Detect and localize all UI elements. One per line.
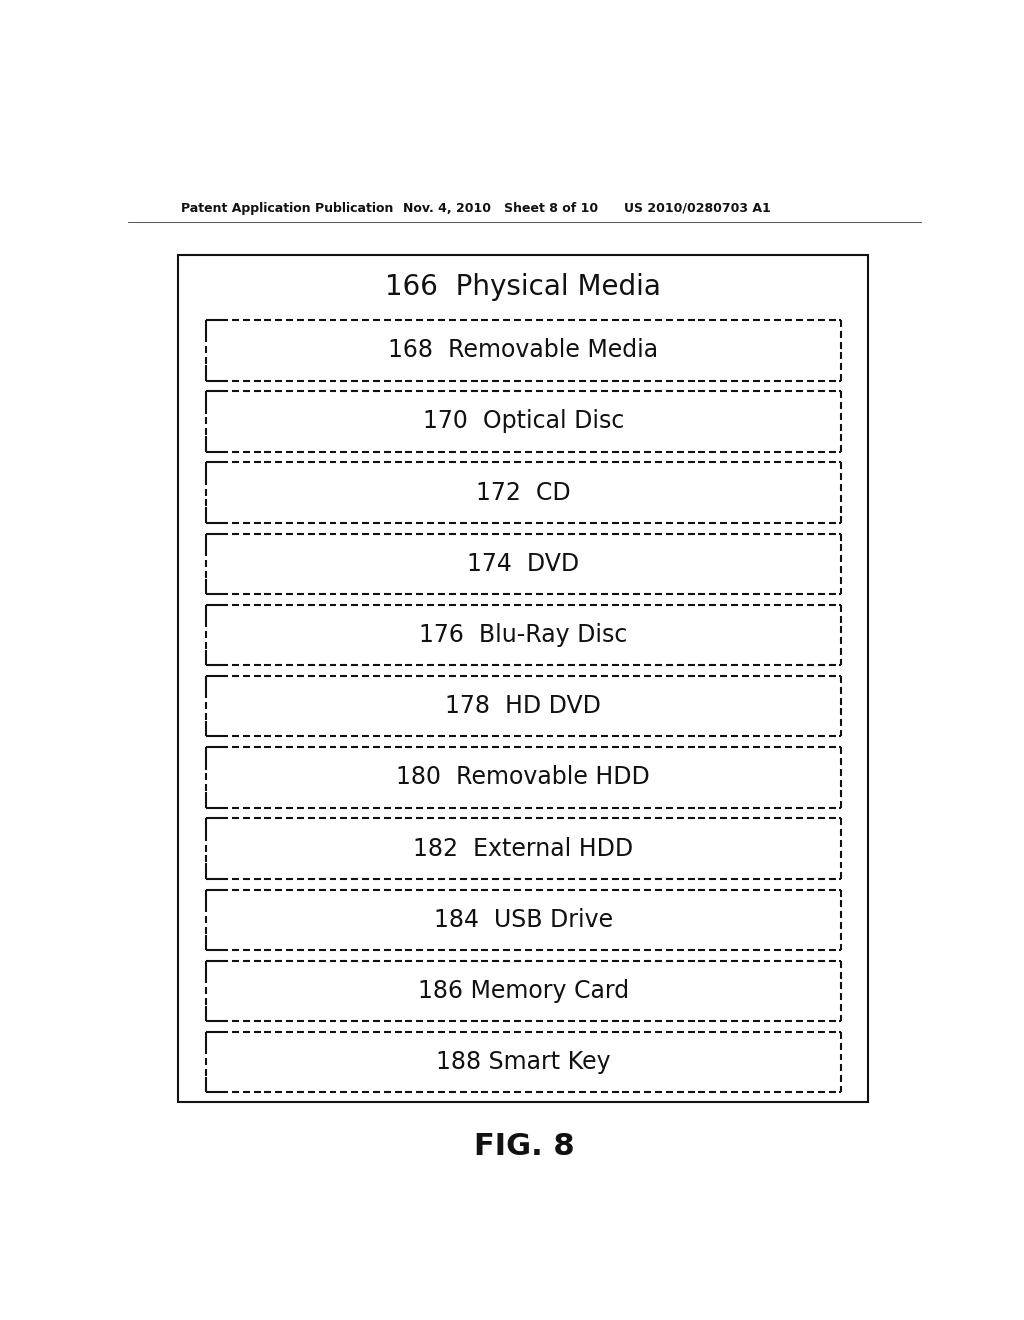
Text: 186 Memory Card: 186 Memory Card — [418, 979, 629, 1003]
Text: 166  Physical Media: 166 Physical Media — [385, 273, 662, 301]
Text: 174  DVD: 174 DVD — [467, 552, 580, 576]
Text: 180  Removable HDD: 180 Removable HDD — [396, 766, 650, 789]
Text: US 2010/0280703 A1: US 2010/0280703 A1 — [624, 202, 771, 215]
Text: FIG. 8: FIG. 8 — [474, 1131, 575, 1160]
Text: 184  USB Drive: 184 USB Drive — [434, 908, 612, 932]
Text: Nov. 4, 2010   Sheet 8 of 10: Nov. 4, 2010 Sheet 8 of 10 — [403, 202, 598, 215]
Text: 182  External HDD: 182 External HDD — [414, 837, 633, 861]
Text: 178  HD DVD: 178 HD DVD — [445, 694, 601, 718]
Bar — [178, 255, 868, 1102]
Text: 172  CD: 172 CD — [476, 480, 570, 504]
Text: 188 Smart Key: 188 Smart Key — [436, 1051, 610, 1074]
Text: 176  Blu-Ray Disc: 176 Blu-Ray Disc — [419, 623, 628, 647]
Text: 170  Optical Disc: 170 Optical Disc — [423, 409, 624, 433]
Text: 168  Removable Media: 168 Removable Media — [388, 338, 658, 362]
Text: Patent Application Publication: Patent Application Publication — [180, 202, 393, 215]
